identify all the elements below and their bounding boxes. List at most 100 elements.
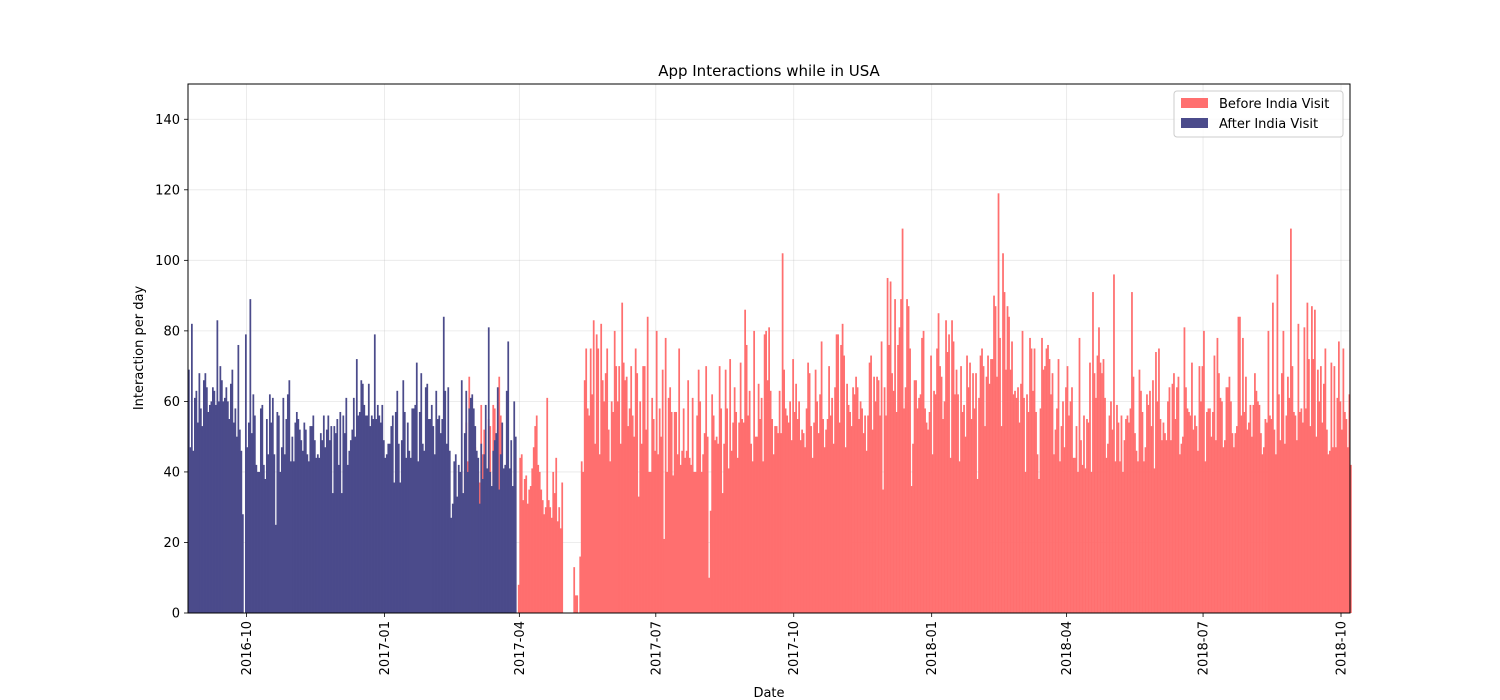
bar — [622, 362, 625, 613]
bar — [1203, 330, 1205, 613]
bar — [1207, 408, 1210, 613]
bar — [1066, 366, 1069, 613]
bar — [592, 320, 595, 613]
bar — [1188, 411, 1190, 613]
bar — [625, 376, 628, 613]
bar — [658, 408, 661, 613]
bar — [727, 468, 730, 613]
bar — [834, 387, 836, 613]
bar — [484, 404, 487, 613]
bar — [1305, 408, 1307, 613]
bar — [282, 397, 285, 613]
bar — [439, 433, 442, 613]
bar — [1264, 419, 1267, 613]
bar — [945, 320, 947, 613]
bar — [543, 514, 546, 613]
bar — [735, 411, 738, 613]
bar — [201, 426, 204, 613]
bar — [301, 450, 304, 613]
bar — [634, 348, 637, 613]
bar — [840, 344, 842, 613]
bar — [1002, 253, 1004, 613]
bar — [191, 323, 193, 613]
bar — [709, 510, 712, 613]
bar — [1192, 429, 1195, 613]
bar — [285, 419, 288, 613]
bar — [607, 429, 610, 613]
bar — [1083, 415, 1085, 613]
bar — [895, 411, 898, 613]
bar — [691, 397, 694, 613]
bar — [873, 376, 875, 613]
bar — [498, 489, 501, 613]
bar — [1230, 401, 1232, 613]
bar — [825, 429, 827, 613]
bar — [1321, 422, 1324, 613]
bar — [402, 380, 405, 613]
bar — [194, 397, 196, 613]
bar — [220, 380, 223, 613]
x-tick-label: 2017-07 — [649, 621, 664, 675]
bar — [967, 387, 970, 613]
bar — [271, 397, 274, 613]
bar — [198, 373, 201, 613]
bar — [475, 450, 478, 613]
bar — [1194, 415, 1196, 613]
bar — [235, 436, 238, 613]
x-axis-title: Date — [753, 686, 784, 700]
bar — [364, 415, 367, 613]
bar — [672, 475, 675, 613]
bar — [958, 461, 961, 613]
bar — [925, 422, 928, 613]
bar — [188, 369, 190, 613]
bar — [1035, 411, 1037, 613]
bar — [1170, 440, 1172, 613]
bar — [1254, 373, 1256, 613]
bar — [1008, 316, 1010, 613]
bar — [883, 387, 886, 613]
bar — [856, 387, 859, 613]
bar — [217, 401, 220, 613]
bar — [759, 419, 761, 613]
bar — [264, 478, 267, 613]
bar — [1131, 292, 1133, 613]
bar — [525, 475, 528, 613]
legend-box — [1173, 90, 1344, 138]
bar — [1183, 327, 1186, 613]
bar — [556, 521, 559, 613]
bar — [426, 383, 429, 613]
bar — [661, 369, 664, 613]
bar — [843, 355, 845, 613]
bar — [1060, 426, 1063, 613]
bar — [621, 302, 624, 613]
bar — [747, 415, 750, 613]
bar — [1077, 471, 1079, 613]
bar — [1165, 440, 1168, 613]
legend-label-before: Before India Visit — [1219, 97, 1329, 112]
y-tick-label: 100 — [155, 254, 180, 269]
bar — [600, 323, 603, 613]
bar — [313, 440, 316, 613]
bar — [352, 397, 355, 613]
bar — [507, 341, 510, 613]
bar — [1141, 411, 1144, 613]
bar — [754, 436, 757, 613]
bar — [1344, 411, 1346, 613]
bar — [795, 383, 797, 613]
y-tick-label: 120 — [155, 183, 180, 198]
bar — [403, 411, 406, 613]
bar — [1092, 292, 1094, 613]
bar — [240, 450, 243, 613]
bar — [1027, 411, 1030, 613]
bar — [348, 450, 351, 613]
bar — [801, 429, 803, 613]
bar — [1216, 337, 1219, 613]
y-tick-label: 80 — [163, 324, 180, 339]
bar — [436, 419, 439, 613]
bar — [1281, 373, 1283, 613]
bar — [645, 429, 648, 613]
bar — [1119, 461, 1121, 613]
bar — [273, 454, 276, 613]
bar — [405, 457, 408, 613]
bar — [483, 454, 486, 613]
